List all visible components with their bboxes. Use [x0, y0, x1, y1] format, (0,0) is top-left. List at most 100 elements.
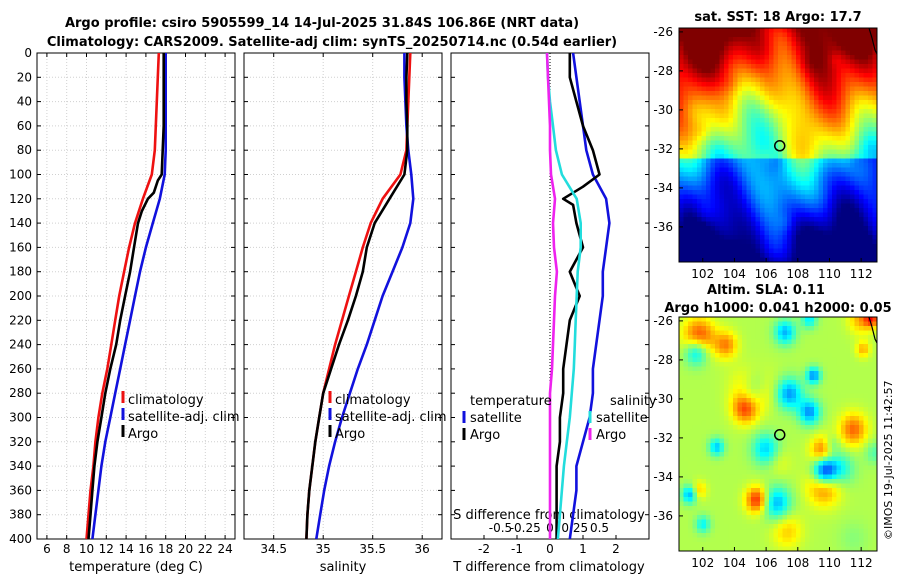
sst-map-cell — [683, 91, 689, 97]
sst-map-cell — [692, 122, 698, 128]
sst-map-cell — [850, 221, 856, 227]
sla-map-cell — [764, 335, 770, 341]
sla-map-cell — [791, 456, 797, 462]
sst-map-cell — [769, 41, 775, 47]
sst-map-cell — [719, 217, 725, 223]
sst-map-cell — [746, 41, 752, 47]
sla-map-cell — [679, 456, 685, 462]
sla-map-cell — [854, 524, 860, 530]
sst-map-cell — [845, 257, 851, 262]
sla-map-cell — [710, 380, 716, 386]
sst-map-cell — [733, 41, 739, 47]
sst-map-cell — [706, 32, 712, 38]
sst-map-cell — [746, 82, 752, 88]
sla-map-cell — [787, 384, 793, 390]
sla-map-cell — [751, 420, 757, 426]
temperature-ytick-label: 360 — [9, 483, 32, 497]
sst-map-cell — [769, 100, 775, 106]
sla-map-cell — [764, 461, 770, 467]
sla-map-cell — [751, 339, 757, 345]
sla-map-cell — [760, 321, 766, 327]
sla-map-cell — [814, 380, 820, 386]
sst-map-cell — [814, 95, 820, 101]
sla-map-cell — [697, 348, 703, 354]
sla-map-cell — [841, 501, 847, 507]
sst-map-cell — [715, 68, 721, 74]
sst-map-cell — [845, 253, 851, 259]
sst-map-cell — [818, 136, 824, 142]
sst-map-cell — [845, 244, 851, 250]
sla-map-cell — [746, 317, 752, 323]
sla-map-cell — [751, 393, 757, 399]
sst-map-cell — [863, 226, 869, 232]
sla-map-cell — [733, 344, 739, 350]
sla-map-cell — [868, 389, 874, 395]
sla-map-cell — [710, 425, 716, 431]
sla-map-cell — [697, 366, 703, 372]
sla-map-cell — [710, 335, 716, 341]
sla-map-cell — [679, 492, 685, 498]
sla-map-cell — [823, 425, 829, 431]
sla-map-cell — [814, 528, 820, 534]
sst-map-cell — [679, 145, 685, 151]
sst-map-cell — [782, 136, 788, 142]
sla-map-cell — [814, 501, 820, 507]
sla-map-cell — [764, 344, 770, 350]
sst-map-cell — [742, 194, 748, 200]
sst-map-cell — [733, 194, 739, 200]
sla-map-cell — [733, 357, 739, 363]
sla-map-cell — [859, 380, 865, 386]
sst-map-cell — [841, 32, 847, 38]
sst-map-cell — [805, 185, 811, 191]
sst-map-cell — [679, 235, 685, 241]
sst-map-cell — [809, 203, 815, 209]
sst-map-cell — [814, 50, 820, 56]
sst-map-cell — [814, 248, 820, 254]
sst-map-cell — [791, 239, 797, 245]
sla-map-cell — [692, 398, 698, 404]
sla-map-cell — [773, 524, 779, 530]
sst-map-cell — [782, 100, 788, 106]
sla-map-cell — [850, 438, 856, 444]
sst-map-cell — [836, 50, 842, 56]
sla-map-cell — [688, 330, 694, 336]
sst-map-cell — [872, 244, 877, 250]
sla-map-cell — [746, 357, 752, 363]
sst-map-cell — [769, 46, 775, 52]
sst-map-cell — [706, 203, 712, 209]
sst-map-cell — [751, 73, 757, 79]
sst-map-cell — [850, 73, 856, 79]
sst-map-cell — [764, 203, 770, 209]
sst-map-cell — [692, 50, 698, 56]
sla-map-cell — [719, 537, 725, 543]
sla-map-cell — [809, 375, 815, 381]
sla-map-cell — [679, 434, 685, 440]
sla-map-cell — [850, 429, 856, 435]
sla-map-cell — [800, 380, 806, 386]
sla-map-cell — [710, 402, 716, 408]
sst-map-cell — [728, 28, 734, 34]
sst-map-cell — [823, 208, 829, 214]
sst-map-cell — [791, 167, 797, 173]
sla-map-cell — [832, 506, 838, 512]
temperature-ytick-label: 260 — [9, 362, 32, 376]
sst-map-cell — [863, 257, 869, 262]
sst-map-cell — [818, 253, 824, 259]
sst-map-cell — [850, 109, 856, 115]
sst-map-cell — [769, 203, 775, 209]
sla-map-cell — [683, 483, 689, 489]
sla-map-cell — [805, 330, 811, 336]
sst-map-cell — [751, 50, 757, 56]
sla-map-cell — [742, 461, 748, 467]
sla-map-cell — [764, 492, 770, 498]
sla-map-cell — [836, 492, 842, 498]
sla-map-cell — [836, 353, 842, 359]
sst-map-cell — [710, 109, 716, 115]
sla-map-cell — [755, 402, 761, 408]
sst-map-cell — [859, 176, 865, 182]
sst-map-cell — [782, 253, 788, 259]
sla-map-cell — [832, 537, 838, 543]
sst-map-cell — [782, 86, 788, 92]
sla-map-cell — [868, 465, 874, 471]
sla-map-cell — [787, 447, 793, 453]
